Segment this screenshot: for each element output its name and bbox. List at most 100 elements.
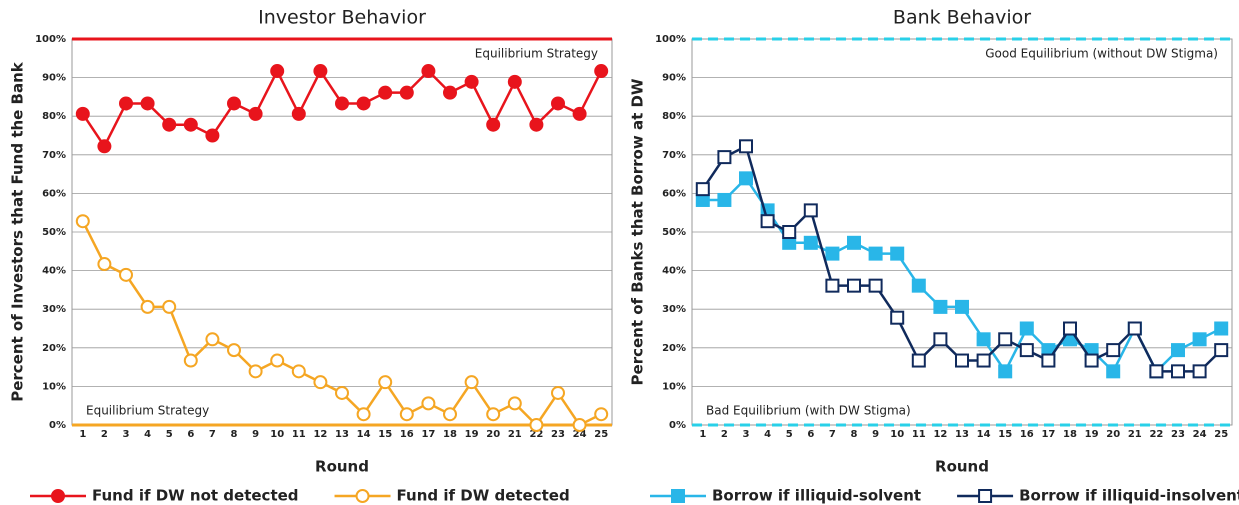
data-point xyxy=(291,106,306,121)
data-point xyxy=(378,375,393,390)
data-point xyxy=(1084,353,1099,368)
data-point xyxy=(421,64,436,79)
data-point xyxy=(594,64,609,79)
data-point xyxy=(847,235,861,250)
x-tick-label: 12 xyxy=(313,429,327,440)
data-point xyxy=(1149,364,1164,379)
x-tick-label: 23 xyxy=(551,429,565,440)
y-tick-label: 30% xyxy=(42,304,66,315)
data-point xyxy=(825,246,840,261)
data-point xyxy=(803,203,818,218)
x-tick-label: 11 xyxy=(912,429,926,440)
data-point xyxy=(75,214,90,229)
data-point xyxy=(486,117,501,132)
y-tick-label: 30% xyxy=(662,304,686,315)
x-tick-label: 22 xyxy=(1149,429,1163,440)
data-point xyxy=(270,64,285,79)
x-tick-label: 15 xyxy=(998,429,1012,440)
x-tick-label: 15 xyxy=(378,429,392,440)
x-tick-label: 9 xyxy=(872,429,879,440)
data-point xyxy=(955,353,969,368)
data-point xyxy=(507,74,522,89)
x-tick-label: 13 xyxy=(335,429,349,440)
x-tick-label: 11 xyxy=(292,429,306,440)
data-point xyxy=(119,96,133,111)
data-point xyxy=(270,353,285,368)
chart-title: Bank Behavior xyxy=(893,7,1031,29)
x-tick-label: 20 xyxy=(486,429,500,440)
legend-marker xyxy=(51,489,65,503)
x-tick-label: 18 xyxy=(443,429,457,440)
x-tick-label: 25 xyxy=(594,429,608,440)
data-point xyxy=(464,74,479,89)
data-point xyxy=(464,375,479,390)
data-point xyxy=(739,139,753,154)
data-point xyxy=(551,96,565,111)
x-tick-label: 21 xyxy=(508,429,522,440)
x-tick-label: 5 xyxy=(786,429,793,440)
legend-marker xyxy=(355,489,370,503)
data-point xyxy=(1019,343,1034,358)
x-tick-label: 14 xyxy=(977,429,991,440)
y-tick-label: 40% xyxy=(42,266,66,277)
y-tick-label: 80% xyxy=(662,111,686,122)
data-point xyxy=(911,278,926,293)
series-line xyxy=(701,144,1223,373)
data-point xyxy=(183,117,198,132)
y-tick-label: 60% xyxy=(662,188,686,199)
y-tick-label: 100% xyxy=(35,34,66,45)
y-tick-label: 90% xyxy=(42,73,66,84)
data-point xyxy=(378,85,393,100)
y-tick-label: 70% xyxy=(42,150,66,161)
data-point xyxy=(313,64,328,79)
x-tick-label: 16 xyxy=(400,429,414,440)
data-point xyxy=(291,364,306,379)
data-point xyxy=(695,182,710,197)
x-tick-label: 7 xyxy=(829,429,836,440)
y-tick-label: 60% xyxy=(42,188,66,199)
data-point xyxy=(140,96,155,111)
x-tick-label: 3 xyxy=(123,429,130,440)
legend-label: Borrow if illiquid-insolvent xyxy=(1019,487,1239,505)
data-point xyxy=(335,96,349,111)
data-point xyxy=(847,278,861,293)
y-tick-label: 10% xyxy=(662,381,686,392)
plot-frame xyxy=(691,38,1233,426)
x-tick-label: 6 xyxy=(187,429,194,440)
x-tick-label: 13 xyxy=(955,429,969,440)
data-point xyxy=(1041,353,1056,368)
y-tick-label: 50% xyxy=(662,227,686,238)
reference-label: Bad Equilibrium (with DW Stigma) xyxy=(706,404,911,418)
x-tick-label: 8 xyxy=(851,429,858,440)
data-point xyxy=(868,246,883,261)
y-tick-label: 20% xyxy=(42,343,66,354)
y-tick-label: 10% xyxy=(42,381,66,392)
x-tick-label: 5 xyxy=(166,429,173,440)
data-point xyxy=(998,332,1013,347)
x-tick-label: 12 xyxy=(933,429,947,440)
data-point xyxy=(313,375,328,390)
data-point xyxy=(717,192,732,207)
data-point xyxy=(976,332,991,347)
data-point xyxy=(162,299,177,314)
x-tick-label: 2 xyxy=(101,429,108,440)
legend-label: Fund if DW not detected xyxy=(92,487,299,505)
legend-marker xyxy=(671,489,685,503)
data-point xyxy=(399,407,414,422)
data-point xyxy=(205,128,220,143)
x-tick-label: 23 xyxy=(1171,429,1185,440)
x-tick-label: 3 xyxy=(743,429,750,440)
x-tick-label: 19 xyxy=(1085,429,1099,440)
data-point xyxy=(443,85,457,100)
y-tick-label: 70% xyxy=(662,150,686,161)
x-tick-label: 24 xyxy=(573,429,587,440)
data-point xyxy=(933,299,948,314)
x-tick-label: 24 xyxy=(1193,429,1207,440)
data-point xyxy=(162,117,177,132)
y-tick-label: 80% xyxy=(42,111,66,122)
data-point xyxy=(933,332,948,347)
data-point xyxy=(890,310,905,325)
data-point xyxy=(486,407,501,422)
data-point xyxy=(97,257,112,272)
data-point xyxy=(717,150,732,165)
